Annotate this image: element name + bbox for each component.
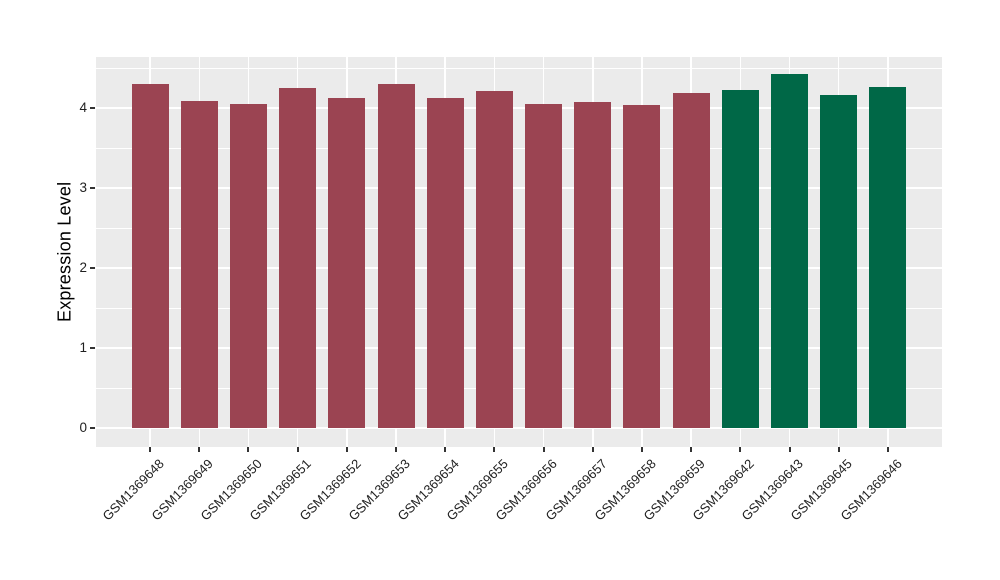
bar-GSM1369652 — [328, 98, 366, 428]
x-tick-mark — [788, 447, 791, 452]
bar-GSM1369658 — [623, 104, 661, 428]
major-gridline — [96, 427, 942, 429]
x-tick-mark — [640, 447, 643, 452]
minor-gridline — [96, 227, 942, 229]
y-tick-mark — [90, 107, 95, 109]
y-tick-label: 4 — [79, 100, 87, 115]
bar-GSM1369653 — [377, 84, 415, 428]
y-tick-mark — [90, 427, 95, 429]
bar-GSM1369642 — [721, 89, 759, 428]
minor-gridline — [96, 67, 942, 69]
x-tick-mark — [493, 447, 496, 452]
bar-GSM1369656 — [525, 104, 563, 428]
plot-panel — [96, 57, 942, 447]
bar-GSM1369655 — [475, 91, 513, 428]
x-tick-mark — [247, 447, 250, 452]
minor-gridline — [96, 387, 942, 389]
x-tick-mark — [149, 447, 152, 452]
bar-GSM1369659 — [672, 92, 710, 428]
bar-GSM1369645 — [820, 95, 858, 428]
major-gridline — [96, 187, 942, 189]
bar-GSM1369650 — [229, 104, 267, 428]
bar-GSM1369651 — [279, 88, 317, 428]
x-tick-mark — [837, 447, 840, 452]
major-gridline — [96, 107, 942, 109]
bar-GSM1369643 — [771, 73, 809, 428]
x-tick-mark — [739, 447, 742, 452]
y-tick-mark — [90, 267, 95, 269]
minor-gridline — [96, 307, 942, 309]
x-tick-mark — [886, 447, 889, 452]
major-gridline — [96, 347, 942, 349]
major-gridline — [96, 267, 942, 269]
x-tick-mark — [444, 447, 447, 452]
y-tick-label: 1 — [79, 340, 87, 355]
x-tick-mark — [395, 447, 398, 452]
x-tick-mark — [591, 447, 594, 452]
x-tick-mark — [345, 447, 348, 452]
y-tick-label: 2 — [79, 260, 87, 275]
bar-GSM1369657 — [574, 102, 612, 428]
x-tick-mark — [296, 447, 299, 452]
x-tick-mark — [198, 447, 201, 452]
minor-gridline — [96, 147, 942, 149]
bar-GSM1369648 — [131, 84, 169, 428]
x-tick-mark — [690, 447, 693, 452]
y-tick-label: 3 — [79, 180, 87, 195]
bar-GSM1369646 — [869, 87, 907, 428]
bar-GSM1369649 — [180, 100, 218, 428]
y-tick-label: 0 — [79, 420, 87, 435]
x-tick-mark — [542, 447, 545, 452]
y-tick-mark — [90, 347, 95, 349]
y-tick-mark — [90, 187, 95, 189]
bar-GSM1369654 — [426, 97, 464, 428]
